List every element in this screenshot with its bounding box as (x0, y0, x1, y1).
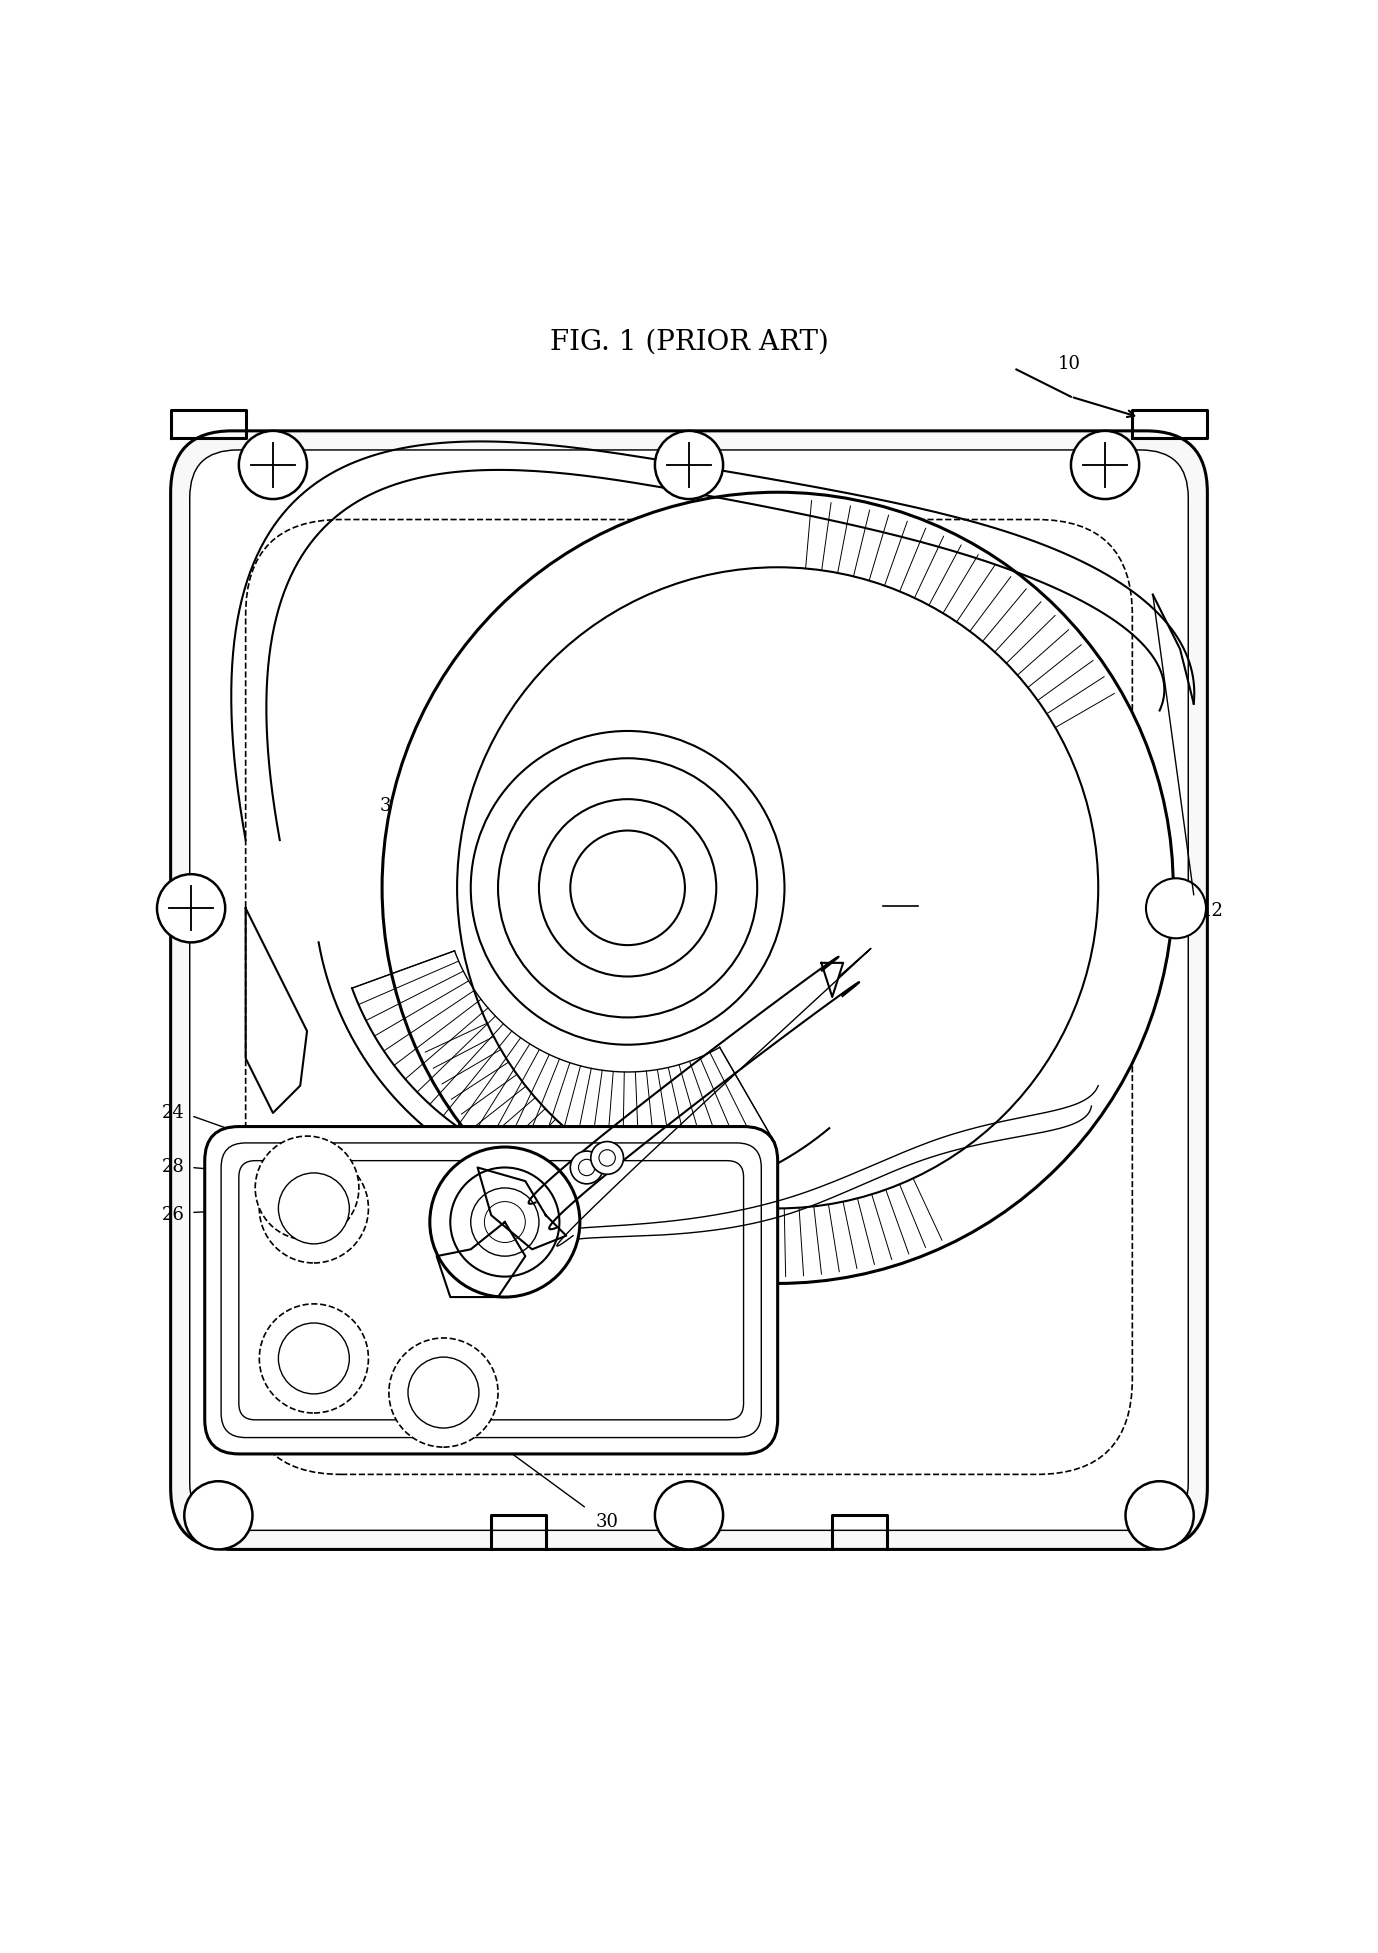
Circle shape (655, 432, 723, 500)
Text: 24: 24 (161, 1103, 185, 1121)
Circle shape (255, 1137, 358, 1240)
Text: 30: 30 (595, 1512, 619, 1531)
Circle shape (430, 1146, 580, 1297)
Circle shape (1146, 879, 1206, 937)
Circle shape (451, 1168, 559, 1277)
Polygon shape (437, 1223, 525, 1297)
Circle shape (539, 799, 717, 976)
Text: FIG. 1 (PRIOR ART): FIG. 1 (PRIOR ART) (550, 328, 828, 355)
Circle shape (570, 830, 685, 945)
FancyBboxPatch shape (205, 1127, 777, 1453)
Text: 26: 26 (161, 1207, 185, 1225)
Text: 22: 22 (791, 1057, 814, 1074)
Text: 14: 14 (602, 715, 626, 732)
Text: 20: 20 (825, 1002, 849, 1019)
Circle shape (591, 1143, 623, 1174)
Circle shape (570, 1150, 604, 1184)
Circle shape (485, 1201, 525, 1242)
Circle shape (238, 432, 307, 500)
Circle shape (1071, 432, 1140, 500)
Circle shape (408, 1357, 480, 1428)
Text: 16: 16 (825, 934, 849, 951)
Circle shape (389, 1338, 497, 1447)
Circle shape (655, 1480, 723, 1549)
FancyBboxPatch shape (190, 449, 1188, 1531)
Text: 34: 34 (380, 797, 402, 814)
Circle shape (1126, 1480, 1193, 1549)
Text: 28: 28 (161, 1158, 185, 1176)
Polygon shape (478, 1168, 566, 1250)
Text: 32: 32 (661, 1248, 685, 1266)
Circle shape (382, 492, 1173, 1283)
Text: 12: 12 (1200, 902, 1224, 920)
Circle shape (185, 1480, 252, 1549)
FancyBboxPatch shape (171, 432, 1207, 1549)
Text: 18: 18 (889, 885, 912, 904)
Text: 10: 10 (1057, 355, 1080, 373)
Circle shape (259, 1154, 368, 1264)
Circle shape (259, 1305, 368, 1414)
Circle shape (157, 875, 225, 943)
Circle shape (497, 758, 757, 1018)
Circle shape (471, 730, 784, 1045)
Circle shape (278, 1174, 350, 1244)
Circle shape (471, 1187, 539, 1256)
Circle shape (278, 1322, 350, 1394)
